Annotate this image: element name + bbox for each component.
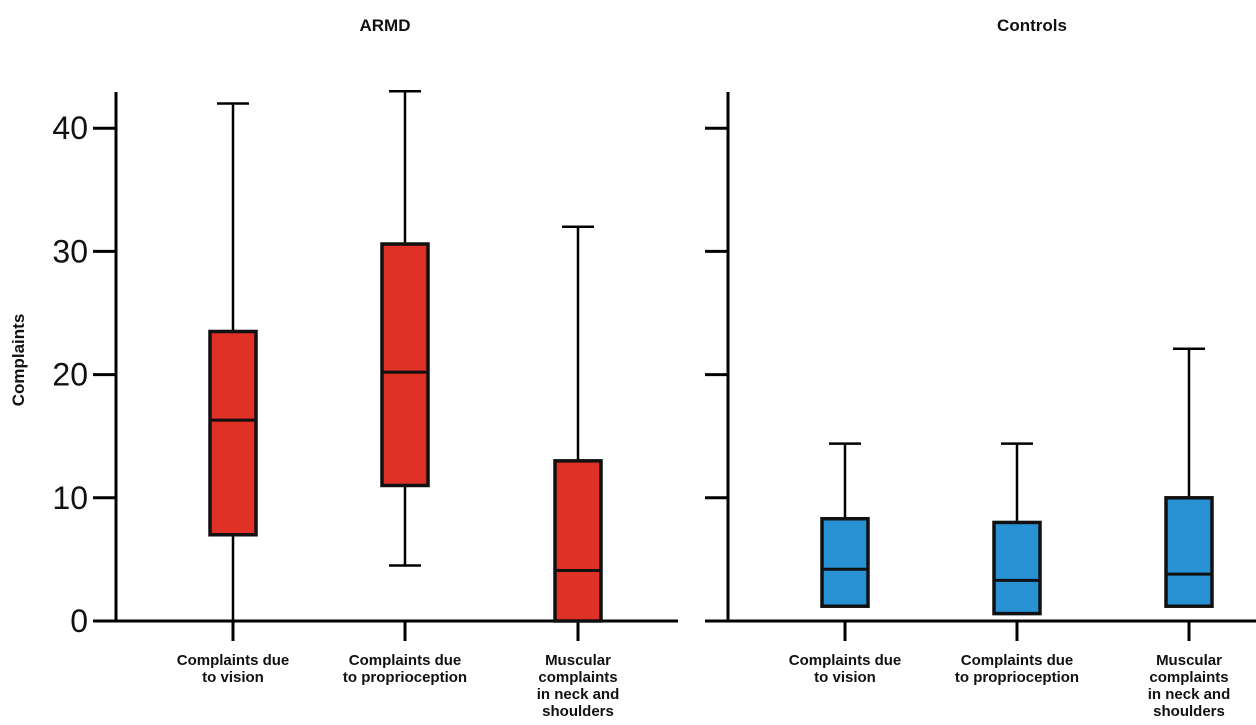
x-tick-label: Complaints due to proprioception	[343, 652, 467, 686]
controls-panel: Controls Complaints due to vision Complain…	[705, 16, 1256, 720]
box-plot	[820, 442, 870, 608]
iqr-box	[208, 329, 258, 537]
y-tick-label: 30	[52, 233, 88, 269]
panel-title-controls: Controls	[997, 16, 1067, 35]
x-tick-label: Complaints due to vision	[789, 652, 902, 686]
x-tick-label: Muscular complaints in neck and shoulders	[1148, 652, 1231, 720]
panel-title-armd: ARMD	[360, 16, 411, 35]
x-tick-label: Complaints due to proprioception	[955, 652, 1079, 686]
x-tick-label: Complaints due to vision	[177, 652, 290, 686]
iqr-box	[1164, 496, 1214, 608]
y-axis-label: Complaints	[9, 314, 28, 407]
y-tick-label: 20	[52, 357, 88, 393]
box-plot	[1164, 347, 1214, 608]
iqr-box	[820, 516, 870, 608]
y-tick-label: 10	[52, 480, 88, 516]
box-plot	[992, 442, 1042, 616]
box-plot	[380, 89, 430, 567]
armd-panel: ARMD Complaints 0 10 20 30 40 Complaints due t…	[9, 16, 678, 720]
box-plot	[553, 225, 603, 623]
x-tick-label: Muscular complaints in neck and shoulders	[537, 652, 620, 720]
y-tick-label: 0	[70, 603, 88, 639]
box-plot	[208, 102, 258, 621]
iqr-box	[553, 459, 603, 623]
iqr-box	[992, 520, 1042, 616]
iqr-box	[380, 242, 430, 488]
y-tick-label: 40	[52, 110, 88, 146]
